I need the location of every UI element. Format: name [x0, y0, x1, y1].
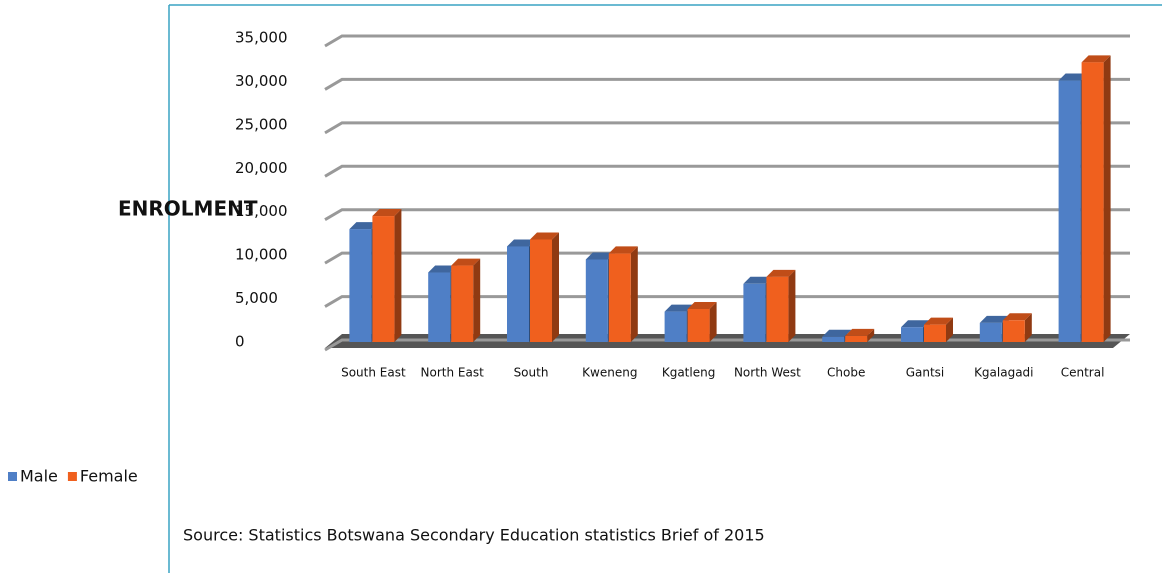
bar	[585, 259, 608, 342]
bar-side	[788, 269, 796, 342]
bar	[901, 327, 923, 342]
bar	[766, 276, 789, 342]
x-tick-label: South	[514, 366, 549, 380]
y-axis-label: ENROLMENT	[118, 197, 258, 221]
bar-top	[743, 276, 773, 284]
x-tick-label: South East	[341, 366, 406, 380]
bar	[349, 229, 372, 342]
bar-side	[552, 232, 559, 342]
x-tick-label: Kweneng	[582, 366, 637, 380]
bar	[979, 322, 1002, 342]
grid-line	[324, 164, 1130, 178]
source-note: Source: Statistics Botswana Secondary Ed…	[183, 526, 765, 545]
bar-top	[349, 222, 379, 230]
bar	[451, 265, 474, 342]
bar-top	[1058, 73, 1088, 81]
bar-side	[473, 258, 481, 342]
grid-line	[324, 208, 1130, 222]
bar-top	[1002, 313, 1032, 321]
y-tick-label: 10,000	[235, 246, 288, 264]
bar-top	[901, 320, 930, 328]
bar-top	[428, 265, 458, 273]
bar	[924, 324, 946, 342]
bar-top	[924, 317, 953, 325]
bar	[372, 216, 395, 342]
bar-top	[585, 252, 615, 260]
bar-top	[1081, 55, 1111, 63]
y-tick-label: 30,000	[235, 72, 288, 90]
bar-side	[1024, 313, 1032, 342]
bar-top	[766, 269, 796, 277]
bar-top	[664, 304, 694, 312]
bar	[845, 335, 868, 342]
y-tick-label: 0	[235, 333, 245, 351]
grid-line	[324, 34, 1130, 48]
bar	[428, 272, 451, 342]
bar-top	[451, 258, 481, 266]
y-tick-label: 5,000	[235, 289, 278, 307]
grid-line	[324, 77, 1130, 91]
bar	[1081, 62, 1104, 342]
x-tick-label: Central	[1061, 366, 1105, 380]
bar-side	[394, 209, 402, 342]
legend-swatch	[8, 472, 17, 481]
bar-top	[822, 329, 852, 337]
grid-line	[324, 251, 1130, 265]
y-tick-label: 35,000	[235, 29, 288, 47]
x-tick-label: Gantsi	[906, 366, 945, 380]
legend-swatch	[67, 472, 77, 481]
x-tick-label: North East	[421, 366, 485, 380]
bar-top	[687, 301, 717, 309]
bar-top	[530, 232, 559, 240]
bar	[664, 311, 687, 342]
x-tick-label: Kgalagadi	[974, 366, 1033, 380]
bar	[743, 283, 766, 342]
bar-side	[709, 301, 717, 342]
y-tick-label: 15,000	[235, 202, 288, 220]
bar	[687, 308, 710, 342]
x-tick-label: North West	[734, 366, 801, 380]
bar	[507, 246, 529, 342]
grid-line	[324, 121, 1130, 135]
grid-line	[324, 295, 1130, 308]
bar-side	[867, 328, 875, 342]
legend-label: Male	[20, 467, 58, 486]
bar-side	[946, 317, 953, 342]
bar	[1002, 320, 1025, 342]
bar	[1058, 80, 1081, 342]
x-tick-label: Kgatleng	[662, 366, 715, 380]
bar-top	[608, 246, 638, 254]
y-tick-label: 20,000	[235, 159, 288, 177]
x-tick-label: Chobe	[827, 366, 865, 380]
bar	[822, 336, 845, 342]
bar	[530, 239, 552, 342]
bar-side	[1103, 55, 1111, 342]
bar-top	[845, 328, 875, 336]
legend-label: Female	[80, 467, 138, 486]
bar-side	[630, 246, 638, 342]
y-tick-label: 25,000	[235, 115, 288, 133]
bar-top	[372, 209, 402, 217]
bar-top	[979, 315, 1009, 323]
bar-top	[507, 239, 536, 247]
bar	[608, 253, 631, 342]
